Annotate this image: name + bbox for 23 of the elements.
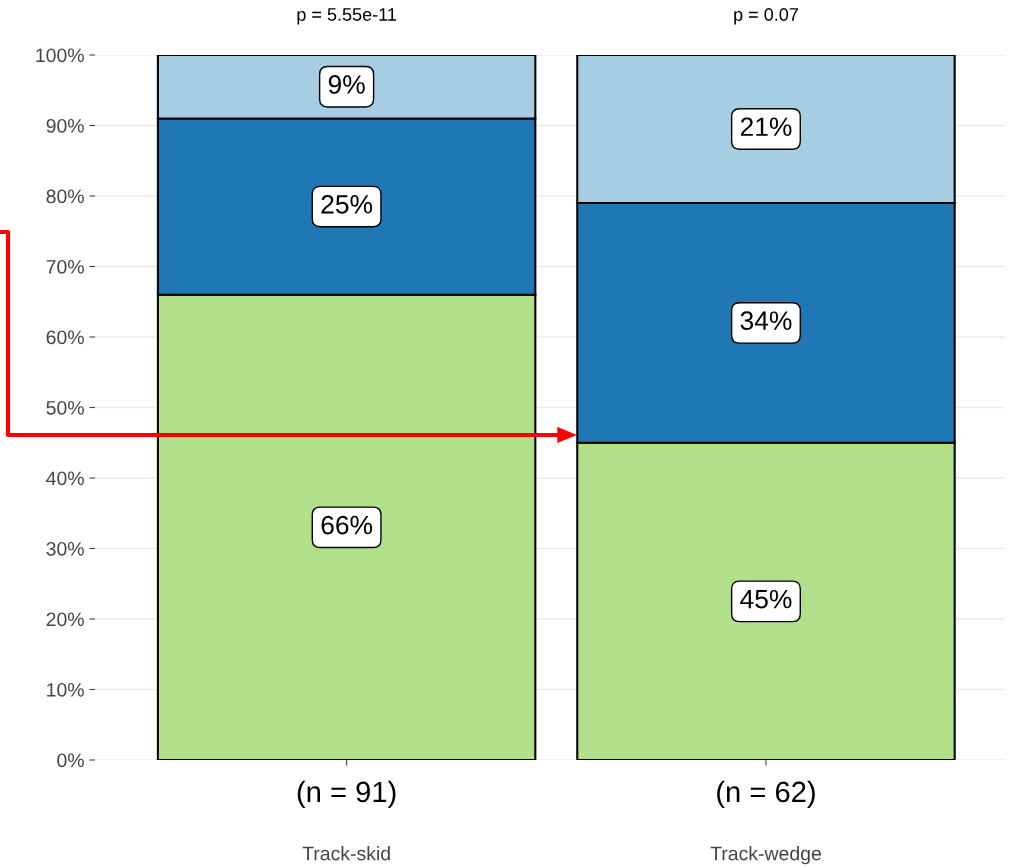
x-tick-label: Track-wedge [710, 846, 821, 865]
data-label: 21% [740, 117, 792, 137]
data-label: 9% [328, 75, 365, 94]
annotation: p = 0.07 [734, 8, 798, 25]
y-tick-label: 70% [46, 259, 84, 274]
y-tick-label: 20% [46, 612, 84, 627]
y-tick-label: 100% [36, 48, 84, 63]
annotation: (n = 62) [717, 780, 815, 809]
annotation: (n = 91) [297, 780, 396, 809]
y-tick-label: 90% [46, 118, 84, 133]
x-tick-label: Track-skid [302, 846, 390, 861]
annotation: p = 5.55e-11 [297, 8, 397, 25]
y-tick-label: 30% [46, 541, 84, 556]
data-label: 66% [321, 515, 373, 535]
y-tick-label: 60% [46, 330, 84, 345]
data-label: 34% [740, 311, 792, 330]
y-tick-label: 0% [57, 753, 84, 768]
data-label: 45% [740, 589, 792, 609]
y-tick-label: 50% [46, 400, 84, 415]
y-tick-label: 40% [46, 471, 84, 486]
data-label: 25% [321, 194, 373, 214]
y-tick-label: 80% [46, 189, 84, 204]
y-tick-label: 10% [47, 682, 84, 697]
